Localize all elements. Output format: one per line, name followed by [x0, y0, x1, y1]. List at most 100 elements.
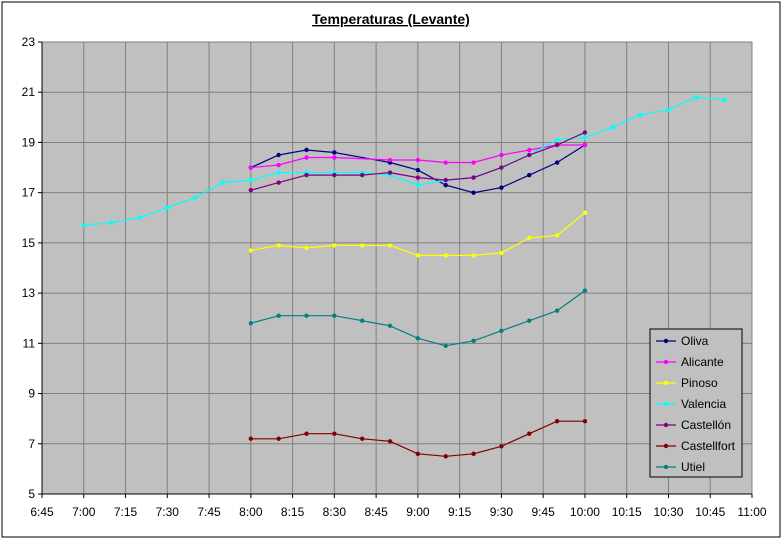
- data-point: [304, 431, 309, 436]
- y-tick-label: 23: [22, 35, 36, 49]
- data-point: [415, 175, 421, 180]
- y-tick-label: 9: [28, 387, 35, 401]
- data-point: [387, 439, 393, 444]
- data-point: [387, 157, 393, 163]
- data-point: [499, 328, 504, 333]
- data-point: [554, 160, 560, 165]
- x-tick-label: 8:45: [364, 505, 388, 519]
- x-tick-label: 10:30: [653, 505, 683, 519]
- legend-item: Alicante: [656, 355, 724, 369]
- data-point: [415, 336, 421, 341]
- data-point: [332, 431, 337, 436]
- data-point: [471, 160, 476, 165]
- legend-label: Pinoso: [681, 376, 718, 390]
- series-line: [83, 96, 725, 226]
- data-point: [359, 436, 365, 441]
- legend-item: Pinoso: [656, 376, 718, 390]
- legend-swatch-marker: [663, 401, 669, 407]
- x-tick-label: 7:15: [114, 505, 138, 519]
- data-point: [248, 177, 254, 183]
- data-point: [527, 318, 532, 323]
- data-point: [666, 107, 671, 113]
- data-point: [359, 172, 365, 178]
- data-point: [582, 210, 588, 215]
- data-point: [527, 431, 532, 436]
- data-point: [527, 147, 532, 153]
- data-point: [248, 165, 254, 170]
- x-tick-label: 7:45: [197, 505, 221, 519]
- data-point: [610, 125, 615, 130]
- legend-swatch-marker: [663, 422, 669, 428]
- data-point: [554, 142, 560, 148]
- data-point: [109, 220, 114, 225]
- data-point: [387, 323, 393, 328]
- gridlines: [42, 42, 752, 494]
- data-point: [332, 243, 337, 248]
- y-tick-label: 11: [23, 336, 36, 350]
- data-point: [499, 152, 504, 158]
- y-tick-label: 13: [22, 286, 36, 300]
- x-tick-label: 9:30: [490, 505, 514, 519]
- x-tick-label: 6:45: [30, 505, 54, 519]
- data-point: [332, 313, 337, 318]
- data-point: [443, 343, 448, 349]
- legend-swatch-marker: [663, 338, 669, 344]
- legend-label: Oliva: [681, 334, 709, 348]
- x-tick-label: 8:30: [323, 505, 347, 519]
- y-tick-label: 7: [28, 437, 35, 451]
- series-line: [250, 144, 586, 194]
- data-point: [192, 195, 198, 200]
- legend-swatch-marker: [663, 359, 669, 365]
- series-castellón: [248, 130, 588, 193]
- y-tick-label: 21: [22, 85, 36, 99]
- legend-swatch-marker: [663, 443, 669, 449]
- data-point: [304, 313, 309, 318]
- legend-label: Castellfort: [681, 439, 736, 453]
- data-point: [471, 190, 476, 195]
- data-point: [332, 150, 337, 155]
- data-point: [276, 152, 281, 158]
- x-tick-label: 9:45: [531, 505, 555, 519]
- x-tick-label: 10:45: [695, 505, 725, 519]
- data-point: [694, 95, 699, 100]
- data-point: [359, 243, 365, 248]
- data-point: [638, 112, 643, 118]
- data-point: [499, 165, 504, 170]
- legend-swatch-marker: [663, 464, 669, 470]
- data-point: [582, 135, 588, 140]
- data-point: [527, 152, 532, 158]
- data-point: [415, 182, 421, 188]
- legend-label: Valencia: [681, 397, 726, 411]
- data-point: [415, 253, 421, 258]
- data-point: [304, 172, 309, 178]
- legend-label: Alicante: [681, 355, 724, 369]
- legend: Oliva Alicante Pinoso Valencia Castellón Cast…: [649, 328, 743, 478]
- data-point: [248, 436, 254, 441]
- data-point: [499, 185, 504, 190]
- x-tick-label: 11:00: [737, 505, 766, 519]
- data-point: [248, 248, 254, 253]
- data-point: [137, 215, 142, 220]
- data-point: [443, 177, 448, 183]
- plot-area: [41, 41, 753, 495]
- x-tick-label: 7:00: [72, 505, 96, 519]
- legend-items: Oliva Alicante Pinoso Valencia Castellón Cast…: [656, 334, 736, 474]
- legend-item: Castellfort: [656, 439, 736, 453]
- x-tick-label: 8:00: [239, 505, 263, 519]
- series-line: [250, 144, 585, 169]
- data-point: [332, 172, 337, 178]
- series-utiel: [248, 288, 588, 349]
- data-point: [554, 418, 560, 424]
- data-point: [304, 155, 309, 160]
- y-tick-label: 15: [22, 236, 36, 250]
- data-point: [387, 170, 393, 175]
- x-tick-label: 10:15: [612, 505, 642, 519]
- x-tick-label: 7:30: [156, 505, 180, 519]
- data-point: [554, 137, 560, 143]
- data-point: [276, 243, 281, 248]
- data-point: [276, 313, 281, 318]
- data-point: [471, 175, 476, 180]
- x-tick-label: 9:15: [448, 505, 472, 519]
